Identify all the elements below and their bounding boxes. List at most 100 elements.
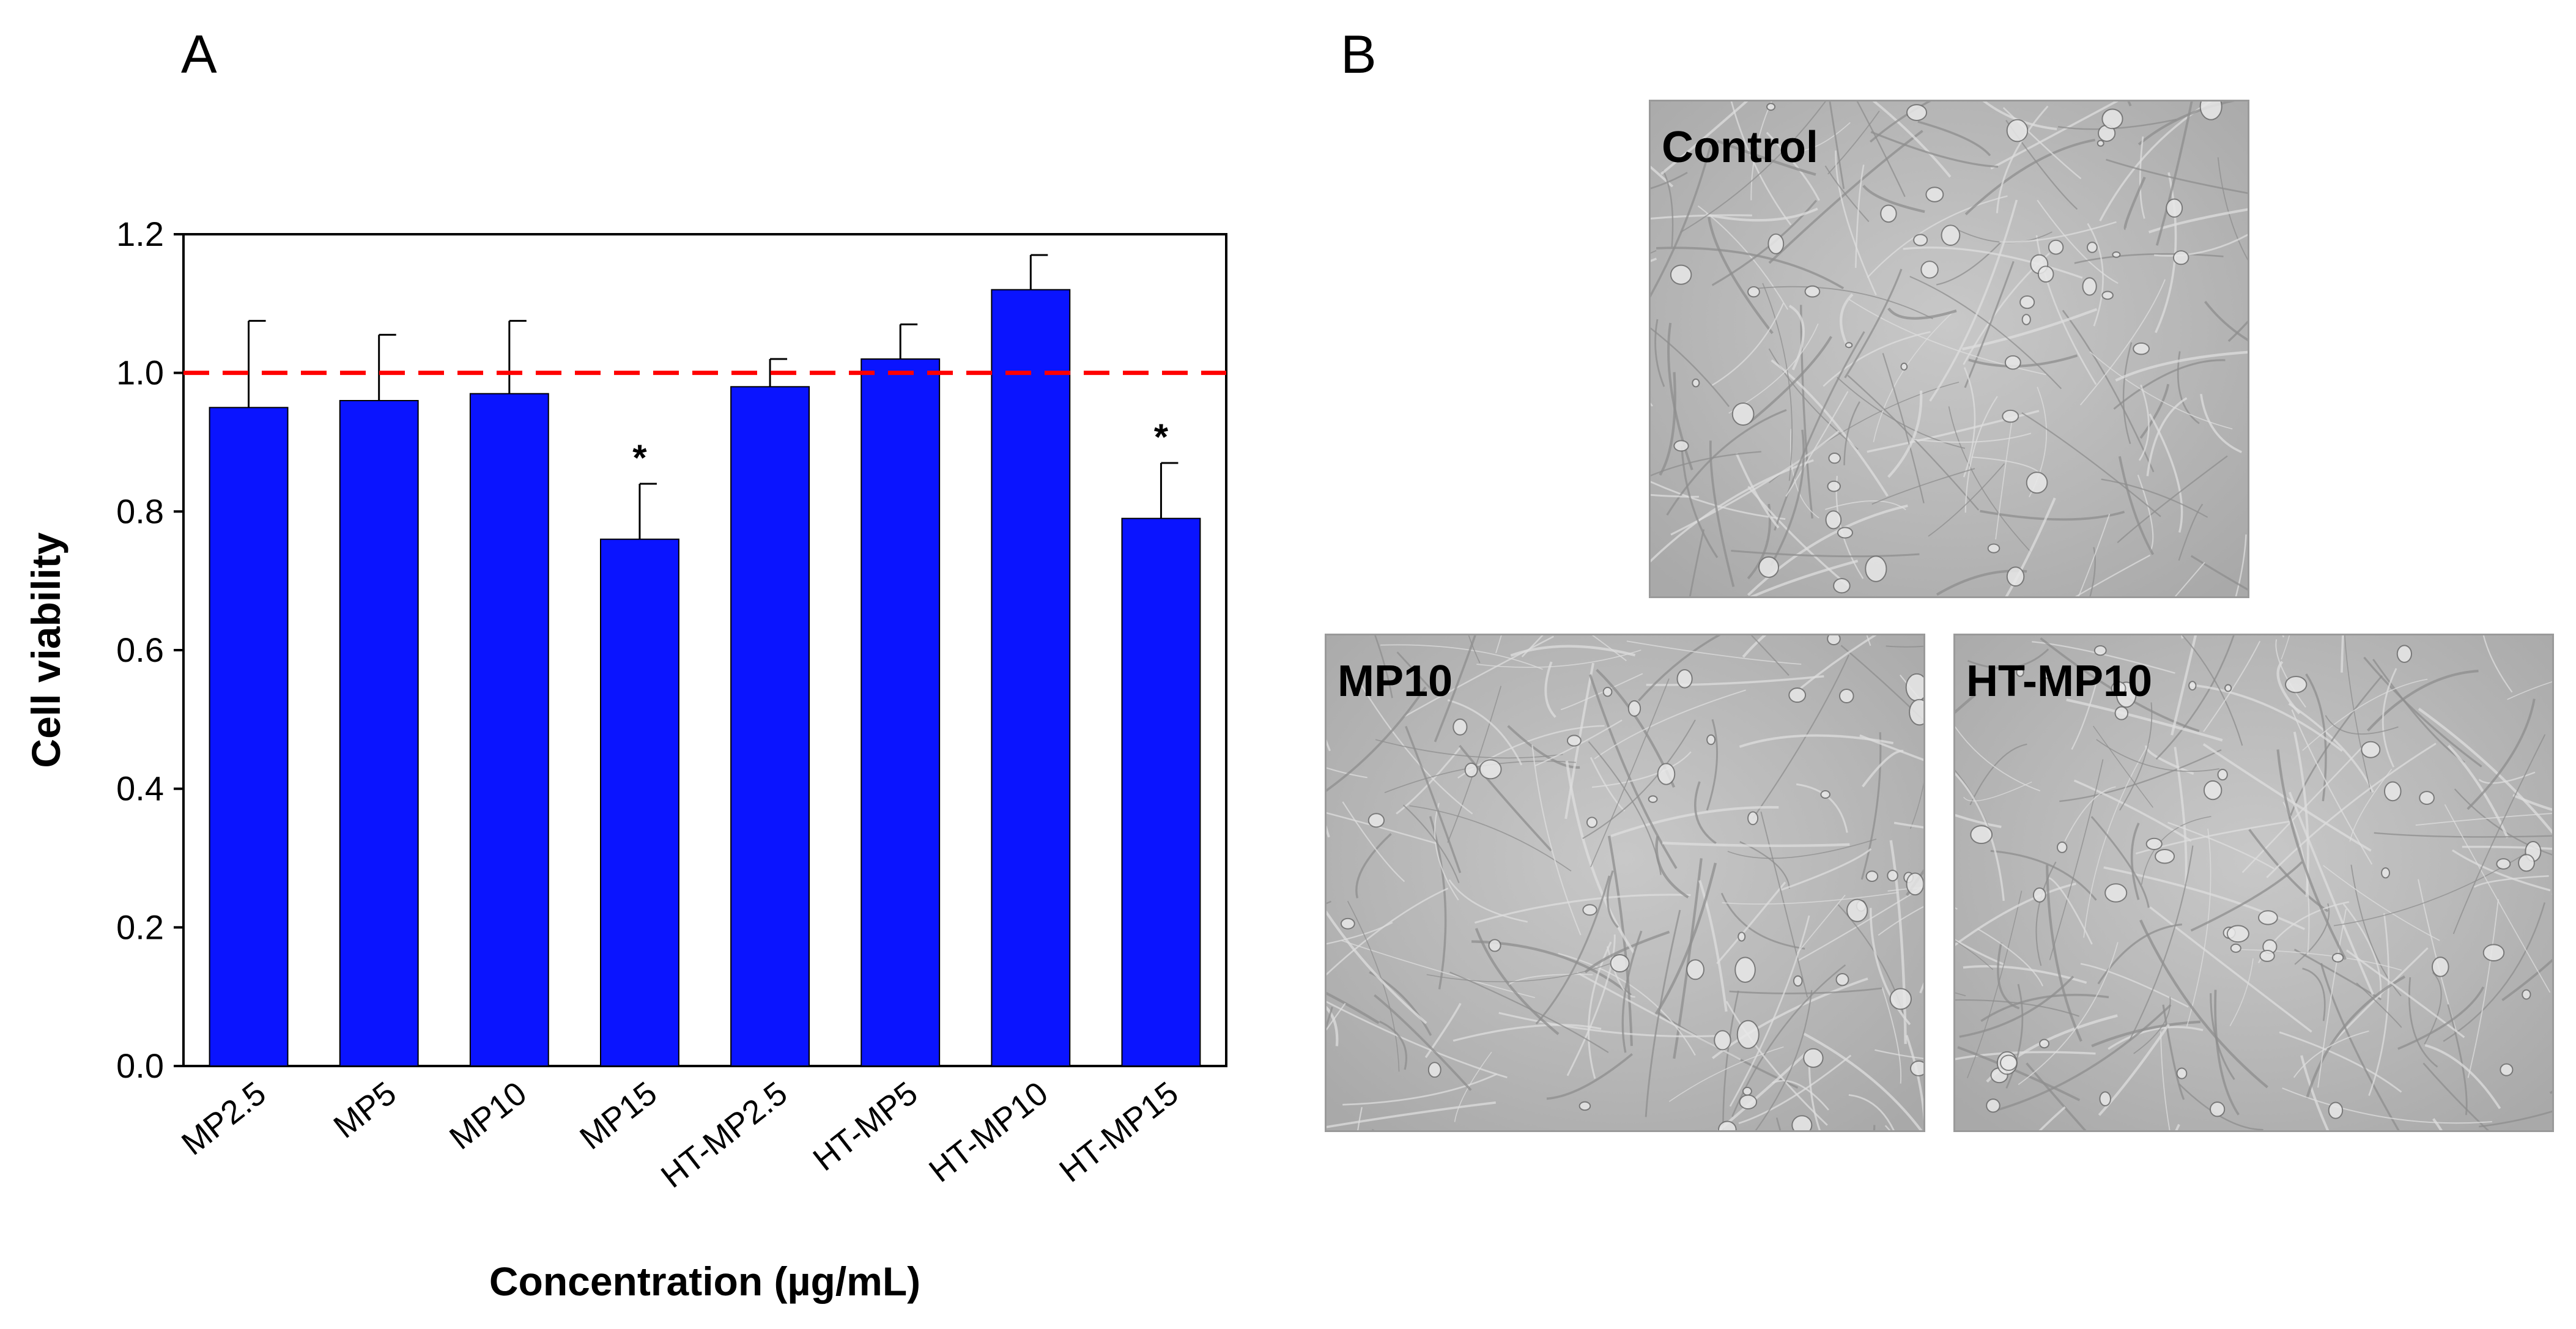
- cell-texture: [1355, 833, 1392, 898]
- cell-texture: [2021, 412, 2161, 517]
- cell-texture: [1360, 683, 1473, 815]
- cell-texture: [2006, 566, 2025, 587]
- cell-texture: [1586, 816, 1598, 828]
- cell-texture: [1903, 246, 2083, 279]
- cell-texture: [1560, 673, 1643, 711]
- cell-texture: [2074, 554, 2151, 596]
- cell-texture: [2344, 635, 2372, 792]
- cell-texture: [1980, 509, 2125, 521]
- cell-texture: [1347, 900, 1400, 1072]
- cell-texture: [2162, 1004, 2185, 1100]
- cell-texture: [1873, 311, 1955, 442]
- cell-texture: [2478, 771, 2536, 784]
- cell-texture: [1955, 726, 2041, 791]
- cell-texture: [2138, 384, 2150, 461]
- cell-texture: [1843, 401, 1860, 465]
- cell-texture: [1771, 359, 1889, 497]
- cell-texture: [2230, 943, 2241, 953]
- cell-texture: [1375, 739, 1563, 759]
- cell-texture: [1692, 378, 1700, 388]
- cell-texture: [2104, 883, 2128, 903]
- cell-texture: [2275, 639, 2306, 708]
- cell-texture: [1426, 963, 1610, 983]
- significance-mark: *: [1154, 416, 1169, 457]
- cell-texture: [1357, 1107, 1363, 1130]
- cell-texture: [1833, 578, 1851, 594]
- x-axis-title: Concentration (µg/mL): [489, 1259, 920, 1304]
- cell-texture: [2101, 478, 2208, 518]
- cell-texture: [2258, 910, 2278, 925]
- cell-texture: [2300, 1055, 2330, 1130]
- cell-texture: [1906, 872, 1923, 896]
- cell-texture: [1964, 396, 1998, 513]
- cell-texture: [1900, 362, 1908, 371]
- cell-texture: [1730, 102, 1792, 226]
- cell-texture: [1448, 879, 1528, 923]
- cell-texture: [2078, 514, 2111, 596]
- cell-texture: [1791, 1115, 1813, 1130]
- cell-texture: [2363, 656, 2482, 768]
- cell-texture: [1747, 811, 1759, 826]
- cell-texture: [1327, 1002, 1346, 1031]
- cell-texture: [1893, 821, 1923, 829]
- cell-texture: [1749, 560, 1859, 596]
- cell-texture: [1708, 217, 1774, 335]
- cell-texture: [1865, 555, 1887, 582]
- cell-texture: [2200, 394, 2242, 453]
- cell-texture: [1796, 783, 1848, 833]
- cell-texture: [1860, 732, 1882, 880]
- cell-texture: [1698, 879, 1728, 1012]
- cell-texture: [1565, 760, 1635, 954]
- cell-texture: [1769, 429, 1805, 566]
- cell-texture: [2032, 887, 2046, 903]
- cell-texture: [2259, 950, 2275, 962]
- cell-texture: [1546, 1053, 1633, 1100]
- cell-texture: [1679, 102, 1826, 233]
- cell-texture: [1906, 869, 1923, 896]
- cell-texture: [2101, 108, 2123, 130]
- cell-texture: [2160, 1031, 2171, 1130]
- cell-texture: [1828, 453, 1841, 464]
- cell-texture: [1747, 286, 1760, 298]
- cell-texture: [1673, 440, 1689, 452]
- cell-texture: [2108, 1026, 2204, 1050]
- cell-texture: [1531, 744, 1582, 936]
- cell-texture: [1594, 689, 1746, 760]
- cell-texture: [1785, 391, 1849, 497]
- cell-texture: [1963, 367, 1976, 478]
- cell-texture: [2129, 845, 2194, 1041]
- y-tick-label: 0.0: [116, 1046, 164, 1085]
- cell-texture: [1722, 990, 1739, 1130]
- cell-texture: [1762, 283, 1793, 481]
- cell-texture: [1882, 353, 1925, 504]
- cell-texture: [2235, 534, 2247, 596]
- cell-texture: [2122, 342, 2133, 444]
- x-tick-label: HT-MP2.5: [654, 1075, 794, 1195]
- cell-texture: [1768, 348, 1859, 450]
- cell-texture: [1913, 234, 1928, 246]
- cell-texture: [1645, 909, 1681, 1117]
- cell-texture: [2210, 1101, 2226, 1117]
- cell-texture: [2444, 804, 2551, 993]
- cell-texture: [1731, 402, 1755, 426]
- cell-texture: [1566, 934, 1616, 1076]
- cell-texture: [1862, 750, 1904, 788]
- cell-texture: [1803, 1048, 1824, 1068]
- cell-texture: [1824, 165, 1870, 223]
- cell-texture: [1734, 957, 1756, 983]
- cell-texture: [2174, 747, 2188, 885]
- cell-texture: [1590, 757, 1626, 812]
- cell-texture: [2293, 1030, 2369, 1078]
- cell-texture: [1995, 418, 2013, 540]
- cell-texture: [1706, 719, 1719, 811]
- cell-texture: [1566, 735, 1582, 747]
- cell-texture: [2447, 1004, 2468, 1116]
- cell-texture: [1977, 928, 2044, 987]
- cell-texture: [2276, 749, 2347, 960]
- cell-texture: [1925, 187, 1944, 202]
- cell-image-mp10: [1327, 635, 1923, 1130]
- cell-texture: [2452, 849, 2551, 892]
- cell-texture: [1607, 835, 1633, 1046]
- cell-texture: [2172, 250, 2189, 265]
